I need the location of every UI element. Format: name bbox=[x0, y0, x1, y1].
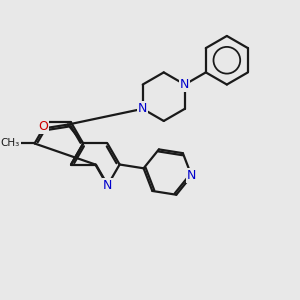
Text: CH₃: CH₃ bbox=[1, 139, 20, 148]
Text: N: N bbox=[187, 169, 196, 182]
Text: N: N bbox=[103, 179, 112, 192]
Text: O: O bbox=[38, 120, 48, 133]
Text: N: N bbox=[180, 78, 190, 91]
Text: N: N bbox=[138, 102, 147, 115]
